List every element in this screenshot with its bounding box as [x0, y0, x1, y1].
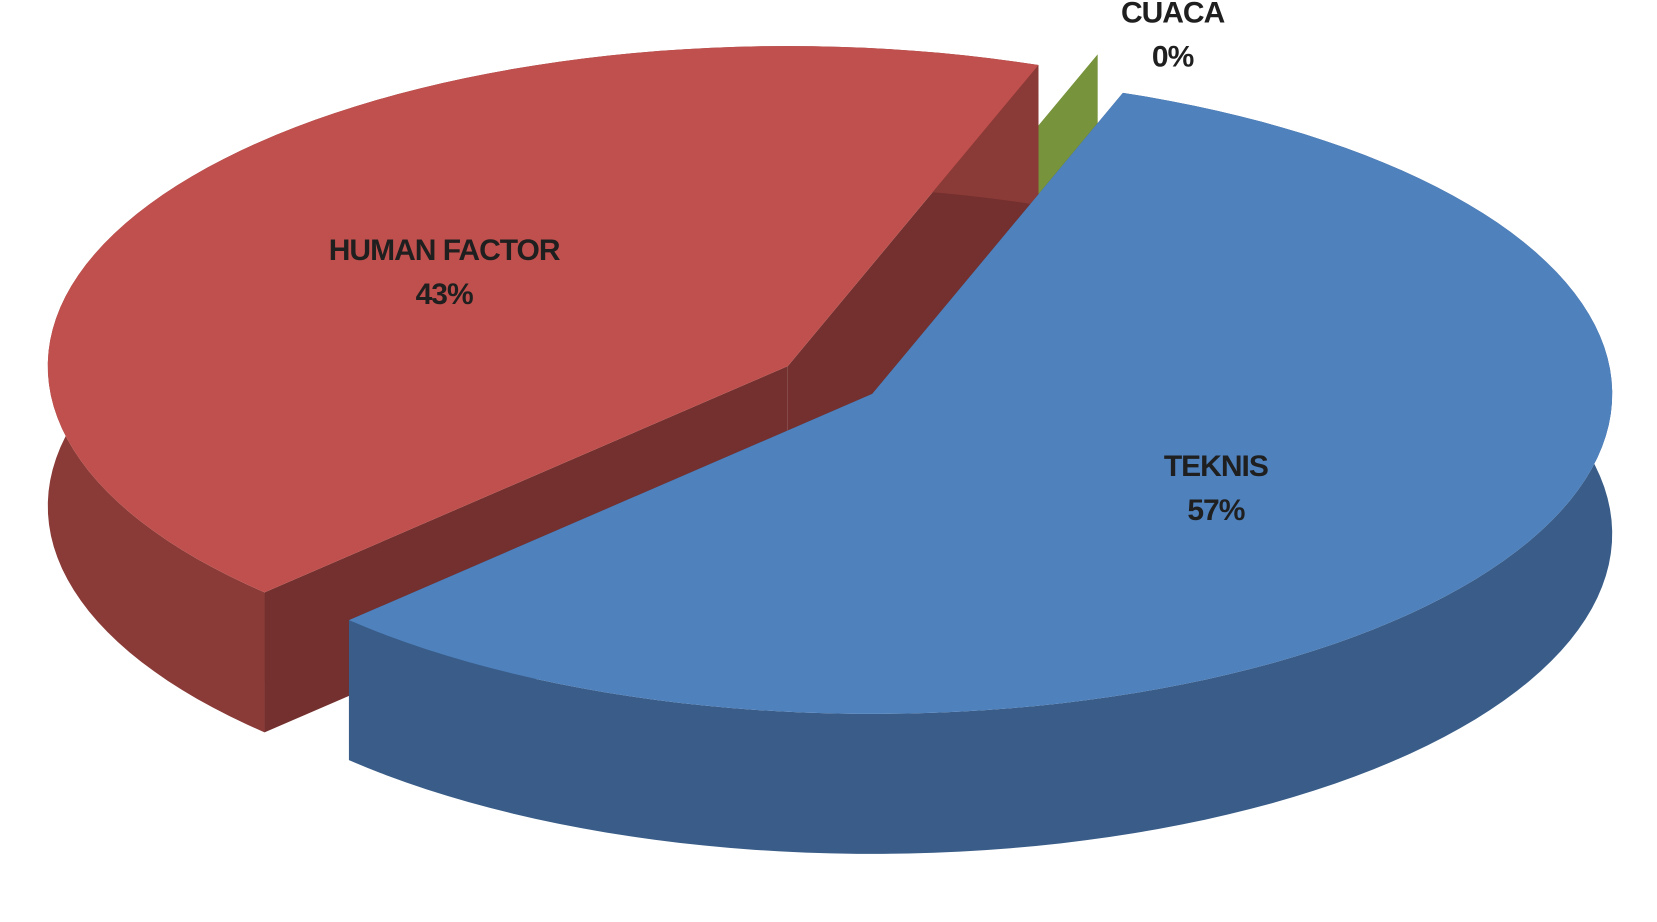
slice-label: HUMAN FACTOR [329, 234, 561, 267]
slice-label: TEKNIS [1164, 450, 1268, 483]
slice-top [47, 46, 1039, 593]
slice-value-label: 0% [1152, 41, 1194, 74]
slice-top [348, 92, 1613, 714]
slice-side [348, 92, 1613, 854]
slice-value-label: 57% [1187, 494, 1244, 527]
slice-label: CUACA [1121, 0, 1225, 30]
slice-value-label: 43% [416, 278, 473, 311]
slice [348, 92, 1613, 854]
